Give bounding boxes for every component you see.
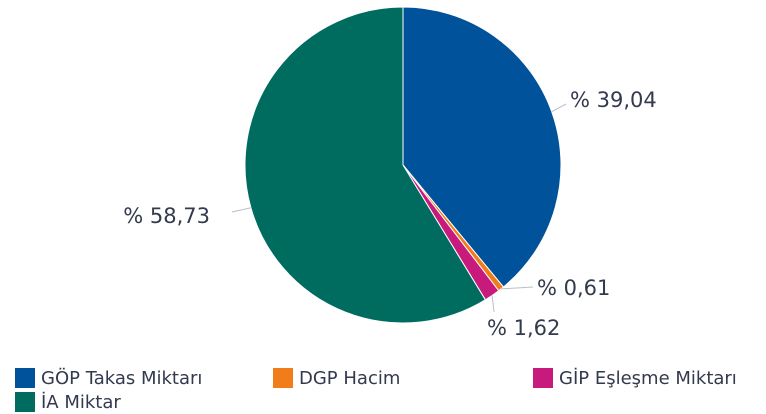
legend-label: İA Miktar bbox=[41, 392, 121, 413]
data-label: % 1,62 bbox=[487, 316, 560, 340]
legend-swatch bbox=[15, 368, 35, 388]
leader-line bbox=[551, 103, 567, 113]
leader-line bbox=[231, 207, 252, 213]
legend-label: GİP Eşleşme Miktarı bbox=[559, 368, 737, 389]
legend-label: DGP Hacim bbox=[299, 368, 400, 389]
legend-label: GÖP Takas Miktarı bbox=[41, 367, 202, 389]
pie-slice bbox=[402, 6, 562, 288]
legend-swatch bbox=[533, 368, 553, 388]
legend-swatch bbox=[15, 392, 35, 412]
data-label: % 58,73 bbox=[123, 204, 210, 228]
leader-line bbox=[491, 295, 495, 313]
data-label: % 39,04 bbox=[570, 88, 657, 112]
legend-swatch bbox=[273, 368, 293, 388]
leader-line bbox=[501, 286, 534, 290]
data-label: % 0,61 bbox=[537, 276, 610, 300]
